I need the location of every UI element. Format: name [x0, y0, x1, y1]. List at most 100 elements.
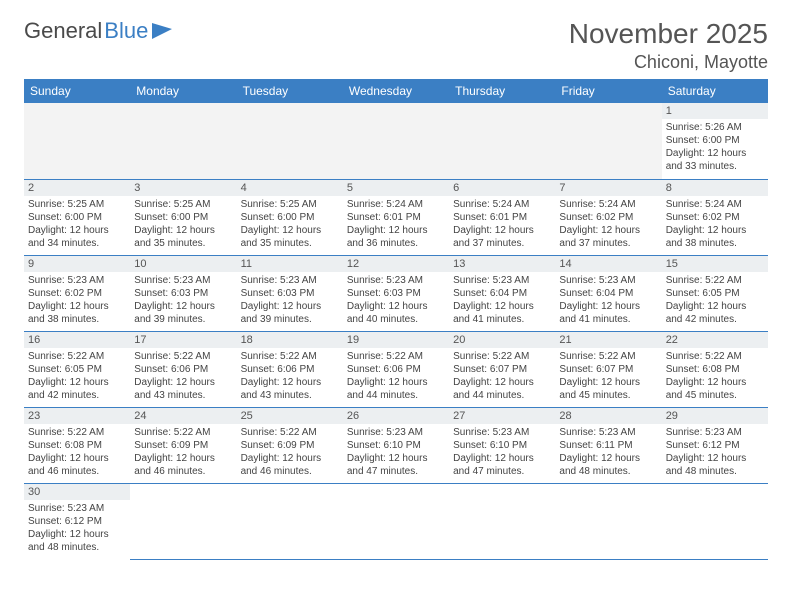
day-number: 5	[343, 180, 449, 196]
daylight-line: Daylight: 12 hours and 44 minutes.	[453, 376, 551, 402]
daylight-line: Daylight: 12 hours and 48 minutes.	[559, 452, 657, 478]
sunrise-line: Sunrise: 5:22 AM	[666, 274, 764, 287]
sunrise-line: Sunrise: 5:23 AM	[453, 274, 551, 287]
daylight-line: Daylight: 12 hours and 41 minutes.	[559, 300, 657, 326]
weekday-thursday: Thursday	[449, 79, 555, 103]
day-number: 29	[662, 408, 768, 424]
daylight-line: Daylight: 12 hours and 47 minutes.	[347, 452, 445, 478]
flag-icon	[152, 23, 174, 39]
sunrise-line: Sunrise: 5:24 AM	[347, 198, 445, 211]
day-number: 25	[237, 408, 343, 424]
day-number: 19	[343, 332, 449, 348]
day-number: 3	[130, 180, 236, 196]
calendar-day-cell: 7Sunrise: 5:24 AMSunset: 6:02 PMDaylight…	[555, 179, 661, 255]
calendar-day-cell	[237, 483, 343, 559]
day-number: 11	[237, 256, 343, 272]
calendar-day-cell: 27Sunrise: 5:23 AMSunset: 6:10 PMDayligh…	[449, 407, 555, 483]
brand-logo: GeneralBlue	[24, 18, 174, 44]
sunrise-line: Sunrise: 5:24 AM	[666, 198, 764, 211]
calendar-day-cell	[343, 103, 449, 179]
calendar-week-row: 2Sunrise: 5:25 AMSunset: 6:00 PMDaylight…	[24, 179, 768, 255]
calendar-week-row: 23Sunrise: 5:22 AMSunset: 6:08 PMDayligh…	[24, 407, 768, 483]
daylight-line: Daylight: 12 hours and 46 minutes.	[28, 452, 126, 478]
sunset-line: Sunset: 6:03 PM	[347, 287, 445, 300]
daylight-line: Daylight: 12 hours and 37 minutes.	[453, 224, 551, 250]
sunrise-line: Sunrise: 5:22 AM	[666, 350, 764, 363]
daylight-line: Daylight: 12 hours and 39 minutes.	[134, 300, 232, 326]
calendar-day-cell	[449, 483, 555, 559]
weekday-tuesday: Tuesday	[237, 79, 343, 103]
daylight-line: Daylight: 12 hours and 39 minutes.	[241, 300, 339, 326]
day-number: 22	[662, 332, 768, 348]
daylight-line: Daylight: 12 hours and 38 minutes.	[666, 224, 764, 250]
daylight-line: Daylight: 12 hours and 38 minutes.	[28, 300, 126, 326]
sunset-line: Sunset: 6:02 PM	[666, 211, 764, 224]
day-number: 28	[555, 408, 661, 424]
calendar-week-row: 30Sunrise: 5:23 AMSunset: 6:12 PMDayligh…	[24, 483, 768, 559]
sunrise-line: Sunrise: 5:25 AM	[28, 198, 126, 211]
day-number: 13	[449, 256, 555, 272]
sunrise-line: Sunrise: 5:23 AM	[28, 502, 126, 515]
sunset-line: Sunset: 6:03 PM	[134, 287, 232, 300]
day-number: 18	[237, 332, 343, 348]
sunrise-line: Sunrise: 5:22 AM	[134, 350, 232, 363]
sunrise-line: Sunrise: 5:25 AM	[134, 198, 232, 211]
sunrise-line: Sunrise: 5:23 AM	[347, 426, 445, 439]
calendar-day-cell: 20Sunrise: 5:22 AMSunset: 6:07 PMDayligh…	[449, 331, 555, 407]
calendar-day-cell: 19Sunrise: 5:22 AMSunset: 6:06 PMDayligh…	[343, 331, 449, 407]
daylight-line: Daylight: 12 hours and 44 minutes.	[347, 376, 445, 402]
calendar-day-cell	[24, 103, 130, 179]
sunrise-line: Sunrise: 5:22 AM	[28, 426, 126, 439]
sunrise-line: Sunrise: 5:22 AM	[453, 350, 551, 363]
brand-part1: General	[24, 18, 102, 44]
calendar-day-cell: 14Sunrise: 5:23 AMSunset: 6:04 PMDayligh…	[555, 255, 661, 331]
calendar-day-cell: 2Sunrise: 5:25 AMSunset: 6:00 PMDaylight…	[24, 179, 130, 255]
calendar-day-cell	[237, 103, 343, 179]
sunset-line: Sunset: 6:07 PM	[559, 363, 657, 376]
sunset-line: Sunset: 6:01 PM	[453, 211, 551, 224]
sunset-line: Sunset: 6:10 PM	[453, 439, 551, 452]
daylight-line: Daylight: 12 hours and 35 minutes.	[241, 224, 339, 250]
calendar-day-cell	[555, 483, 661, 559]
calendar-day-cell: 22 Sunrise: 5:22 AMSunset: 6:08 PMDayligh…	[662, 331, 768, 407]
sunset-line: Sunset: 6:08 PM	[666, 363, 764, 376]
daylight-line: Daylight: 12 hours and 45 minutes.	[666, 376, 764, 402]
sunrise-line: Sunrise: 5:23 AM	[666, 426, 764, 439]
calendar-day-cell: 3 Sunrise: 5:25 AMSunset: 6:00 PMDaylight…	[130, 179, 236, 255]
sunset-line: Sunset: 6:12 PM	[666, 439, 764, 452]
daylight-line: Daylight: 12 hours and 42 minutes.	[666, 300, 764, 326]
calendar-week-row: 9Sunrise: 5:23 AMSunset: 6:02 PMDaylight…	[24, 255, 768, 331]
weekday-monday: Monday	[130, 79, 236, 103]
calendar-week-row: 1Sunrise: 5:26 AMSunset: 6:00 PMDaylight…	[24, 103, 768, 179]
calendar-day-cell: 1Sunrise: 5:26 AMSunset: 6:00 PMDaylight…	[662, 103, 768, 179]
sunset-line: Sunset: 6:00 PM	[241, 211, 339, 224]
sunset-line: Sunset: 6:06 PM	[134, 363, 232, 376]
daylight-line: Daylight: 12 hours and 48 minutes.	[666, 452, 764, 478]
calendar-day-cell: 12Sunrise: 5:23 AMSunset: 6:03 PMDayligh…	[343, 255, 449, 331]
sunset-line: Sunset: 6:00 PM	[134, 211, 232, 224]
daylight-line: Daylight: 12 hours and 35 minutes.	[134, 224, 232, 250]
day-number: 17	[130, 332, 236, 348]
calendar-day-cell: 11Sunrise: 5:23 AMSunset: 6:03 PMDayligh…	[237, 255, 343, 331]
daylight-line: Daylight: 12 hours and 37 minutes.	[559, 224, 657, 250]
calendar-day-cell: 28 Sunrise: 5:23 AMSunset: 6:11 PMDayligh…	[555, 407, 661, 483]
sunrise-line: Sunrise: 5:24 AM	[559, 198, 657, 211]
calendar-day-cell: 18Sunrise: 5:22 AMSunset: 6:06 PMDayligh…	[237, 331, 343, 407]
sunset-line: Sunset: 6:12 PM	[28, 515, 126, 528]
sunrise-line: Sunrise: 5:23 AM	[241, 274, 339, 287]
sunset-line: Sunset: 6:11 PM	[559, 439, 657, 452]
sunrise-line: Sunrise: 5:26 AM	[666, 121, 764, 134]
day-number: 15	[662, 256, 768, 272]
weekday-sunday: Sunday	[24, 79, 130, 103]
calendar-day-cell: 21Sunrise: 5:22 AMSunset: 6:07 PMDayligh…	[555, 331, 661, 407]
calendar-day-cell: 6Sunrise: 5:24 AMSunset: 6:01 PMDaylight…	[449, 179, 555, 255]
sunrise-line: Sunrise: 5:23 AM	[347, 274, 445, 287]
sunrise-line: Sunrise: 5:23 AM	[559, 426, 657, 439]
day-number: 10	[130, 256, 236, 272]
day-number: 16	[24, 332, 130, 348]
calendar-day-cell: 13Sunrise: 5:23 AMSunset: 6:04 PMDayligh…	[449, 255, 555, 331]
sunset-line: Sunset: 6:06 PM	[241, 363, 339, 376]
day-number: 4	[237, 180, 343, 196]
weekday-friday: Friday	[555, 79, 661, 103]
month-title: November 2025	[569, 18, 768, 50]
